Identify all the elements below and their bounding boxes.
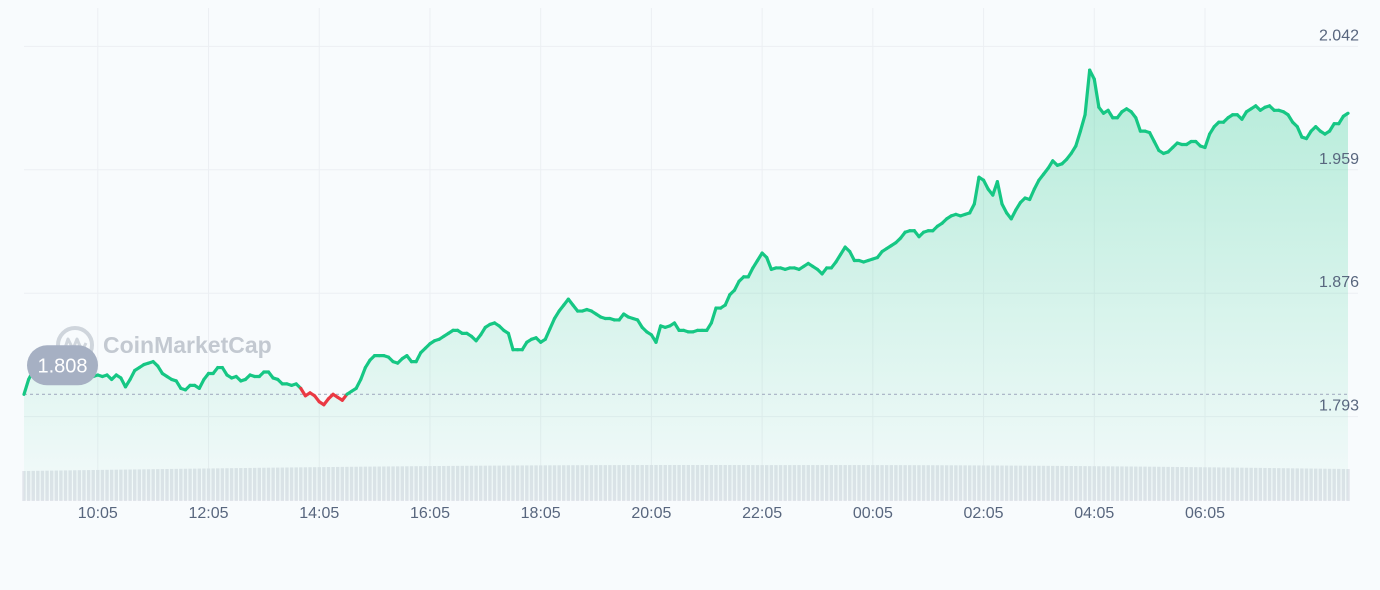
price-segment — [972, 175, 981, 206]
price-segment — [506, 331, 515, 352]
open-price-value: 1.808 — [37, 355, 87, 377]
price-segment — [1028, 187, 1036, 202]
x-tick-label: 10:05 — [78, 505, 118, 522]
x-tick-label: 18:05 — [521, 505, 561, 522]
price-segment — [197, 377, 206, 390]
watermark-text: CoinMarketCap — [103, 332, 272, 358]
open-price-label: 1.808 — [27, 345, 98, 386]
price-segment — [1152, 139, 1161, 153]
price-segment — [1341, 111, 1350, 118]
x-tick-label: 02:05 — [964, 505, 1004, 522]
price-segment — [732, 279, 741, 292]
price-segment — [543, 327, 552, 341]
price-area — [24, 70, 1348, 501]
price-segment — [1295, 125, 1304, 139]
price-segment — [968, 202, 976, 215]
y-axis-labels: 2.042 1.959 1.876 1.793 — [1319, 27, 1359, 414]
x-tick-label: 14:05 — [299, 505, 339, 522]
price-segment — [1088, 68, 1096, 81]
open-price-pill — [27, 345, 98, 386]
y-tick-label: 1.959 — [1319, 151, 1359, 168]
price-segment — [995, 180, 1004, 206]
price-segment — [654, 324, 663, 344]
price-segment — [1203, 132, 1212, 150]
price-segment — [848, 249, 856, 263]
price-segment — [1032, 178, 1041, 191]
price-segment — [1148, 131, 1156, 144]
y-tick-label: 1.876 — [1319, 274, 1359, 291]
price-segment — [709, 306, 718, 325]
price-segment — [1000, 202, 1009, 215]
x-tick-label: 04:05 — [1074, 505, 1114, 522]
x-tick-label: 22:05 — [742, 505, 782, 522]
price-segment — [1009, 208, 1018, 221]
price-segment — [1134, 116, 1143, 133]
x-tick-label: 12:05 — [189, 505, 229, 522]
price-segment — [354, 377, 363, 390]
price-segment — [723, 293, 732, 307]
price-segment — [1083, 68, 1092, 117]
y-tick-label: 2.042 — [1319, 27, 1359, 44]
price-segment — [359, 365, 367, 382]
x-axis-labels: 10:05 12:05 14:05 16:05 18:05 20:05 22:05 00:05… — [78, 505, 1225, 522]
x-tick-label: 06:05 — [1185, 505, 1225, 522]
price-segment — [765, 255, 773, 272]
price-segment — [414, 351, 423, 364]
price-segment — [981, 178, 990, 191]
area-fill — [24, 70, 1348, 501]
price-segment — [1078, 113, 1087, 133]
x-tick-label: 00:05 — [853, 505, 893, 522]
price-segment — [548, 316, 557, 331]
price-segment — [1074, 129, 1083, 148]
x-tick-label: 16:05 — [410, 505, 450, 522]
price-segment — [746, 266, 755, 279]
x-tick-label: 20:05 — [631, 505, 671, 522]
price-segment — [128, 368, 137, 382]
y-tick-label: 1.793 — [1319, 398, 1359, 415]
price-segment — [1092, 77, 1101, 109]
price-segment — [22, 377, 31, 396]
